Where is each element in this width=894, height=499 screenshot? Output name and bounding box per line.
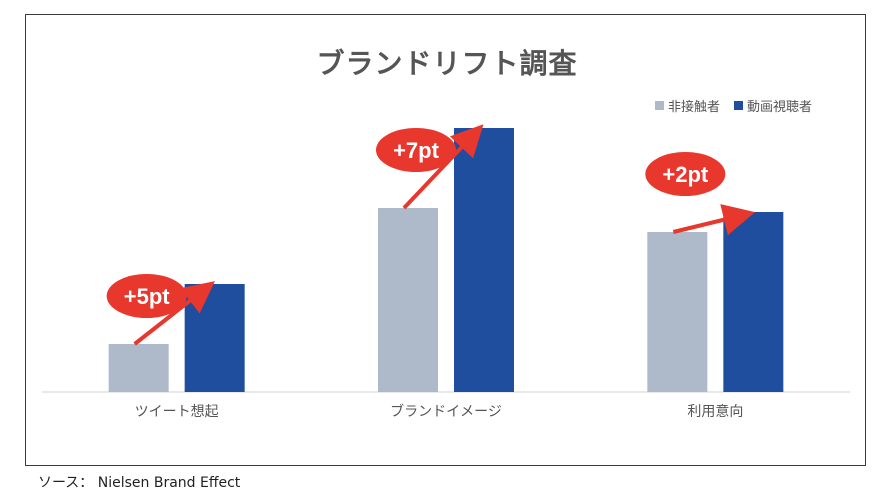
lift-arrow <box>402 124 484 210</box>
legend: 非接触者 動画視聴者 <box>655 96 812 115</box>
lift-label: +2pt <box>662 162 709 187</box>
category-label: ツイート想起 <box>135 404 219 420</box>
legend-swatch-non-contact <box>655 101 664 110</box>
lift-arrow <box>672 204 756 236</box>
category-label: 利用意向 <box>687 403 743 420</box>
legend-swatch-video-viewer <box>734 101 744 110</box>
legend-item-non-contact: 非接触者 <box>655 96 720 115</box>
bar-video-viewer <box>723 212 784 392</box>
source-note: ソース： Nielsen Brand Effect <box>38 475 241 491</box>
lift-badge <box>106 274 187 318</box>
category-label: ブランドイメージ <box>390 403 502 420</box>
bar-video-viewer <box>454 128 514 392</box>
lift-label: +7pt <box>393 138 440 163</box>
bar-non-contact <box>108 344 169 392</box>
bar-chart: ツイート想起 +5pt ブランドイメージ +7pt 利用意向 +2pt <box>42 124 850 420</box>
lift-label: +5pt <box>124 284 171 309</box>
bar-non-contact <box>647 232 708 392</box>
bar-non-contact <box>378 208 438 392</box>
legend-item-video-viewer: 動画視聴者 <box>734 96 812 115</box>
lift-badge <box>376 128 456 172</box>
chart-title: ブランドリフト調査 <box>316 47 578 80</box>
legend-label-video-viewer: 動画視聴者 <box>747 100 813 115</box>
lift-arrow <box>133 281 215 346</box>
lift-badge <box>645 152 726 196</box>
legend-label-non-contact: 非接触者 <box>668 100 721 115</box>
